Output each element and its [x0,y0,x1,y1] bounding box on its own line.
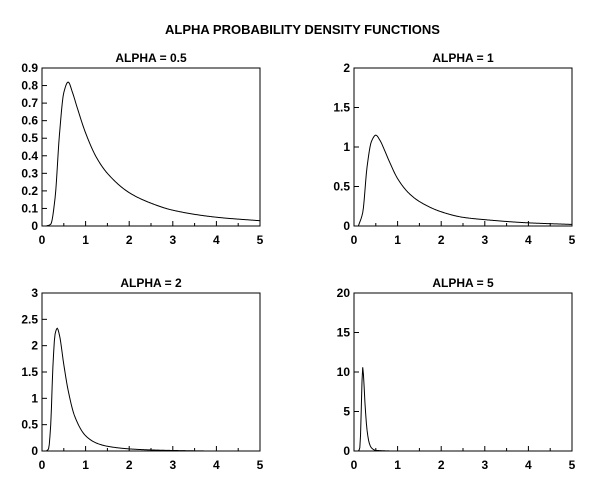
y-tick-label: 2 [31,339,38,353]
y-tick-label: 0.2 [21,184,38,198]
x-tick-label: 2 [438,233,445,247]
x-tick-label: 1 [82,458,89,472]
y-tick-label: 0 [343,219,350,233]
x-tick-label: 0 [351,233,358,247]
y-tick-label: 0 [31,444,38,458]
y-tick-label: 0.9 [21,61,38,75]
x-tick-label: 3 [169,233,176,247]
plot-frame [41,67,261,227]
series-line [42,327,260,452]
y-tick-label: 0.7 [21,96,38,110]
x-tick-label: 1 [394,458,401,472]
y-tick-label: 0 [31,219,38,233]
x-tick-label: 3 [481,458,488,472]
x-tick-label: 2 [126,458,133,472]
x-tick-label: 0 [39,458,46,472]
series-line [354,367,572,452]
y-tick-label: 1.5 [21,365,38,379]
y-tick-label: 0 [343,444,350,458]
y-tick-label: 2.5 [21,312,38,326]
x-tick-label: 4 [525,458,532,472]
panel-title: ALPHA = 5 [432,276,494,290]
x-tick-label: 4 [213,458,220,472]
x-tick-label: 2 [438,458,445,472]
y-tick-label: 1 [343,140,350,154]
y-tick-label: 0.5 [21,418,38,432]
chart-panel-1: ALPHA = 0.5 0 1 2 3 4 5 0 0.1 0.2 0.3 0.4 0.5 0.6 0.7 0… [21,51,263,247]
y-tick-label: 1.5 [333,101,350,115]
x-tick-label: 0 [39,233,46,247]
y-tick-label: 0.5 [21,131,38,145]
x-tick-label: 3 [169,458,176,472]
y-tick-label: 0.1 [21,201,38,215]
y-tick-label: 5 [343,405,350,419]
panel-title: ALPHA = 2 [120,276,182,290]
series-line [42,81,261,227]
plot-frame [353,292,573,452]
plot-frame [41,292,261,452]
y-tick-label: 2 [343,61,350,75]
figure-title: ALPHA PROBABILITY DENSITY FUNCTIONS [165,22,440,37]
series-line [354,134,573,227]
x-tick-label: 3 [481,233,488,247]
x-tick-label: 1 [394,233,401,247]
x-tick-label: 0 [351,458,358,472]
panel-title: ALPHA = 1 [432,51,494,65]
x-tick-label: 1 [82,233,89,247]
chart-panel-2: ALPHA = 1 0 1 2 3 4 5 0 0.5 1 1.5 2 [333,51,575,247]
y-tick-label: 0.4 [21,149,38,163]
panel-title: ALPHA = 0.5 [115,51,187,65]
x-tick-label: 4 [525,233,532,247]
chart-panel-3: ALPHA = 2 0 1 2 3 4 5 0 0.5 1 1.5 2 2.5 3 [21,276,263,472]
x-tick-label: 5 [569,458,576,472]
y-tick-label: 3 [31,286,38,300]
x-tick-label: 5 [257,458,264,472]
plot-frame [353,67,573,227]
y-tick-label: 0.6 [21,114,38,128]
y-tick-label: 0.5 [333,180,350,194]
x-tick-label: 5 [257,233,264,247]
y-tick-label: 1 [31,391,38,405]
y-tick-label: 0.3 [21,166,38,180]
y-tick-label: 0.8 [21,79,38,93]
y-tick-label: 15 [337,326,351,340]
y-tick-label: 20 [337,286,351,300]
chart-panel-4: ALPHA = 5 0 1 2 3 4 5 0 5 10 15 20 [337,276,576,472]
y-tick-label: 10 [337,365,351,379]
x-tick-label: 4 [213,233,220,247]
x-tick-label: 5 [569,233,576,247]
x-tick-label: 2 [126,233,133,247]
